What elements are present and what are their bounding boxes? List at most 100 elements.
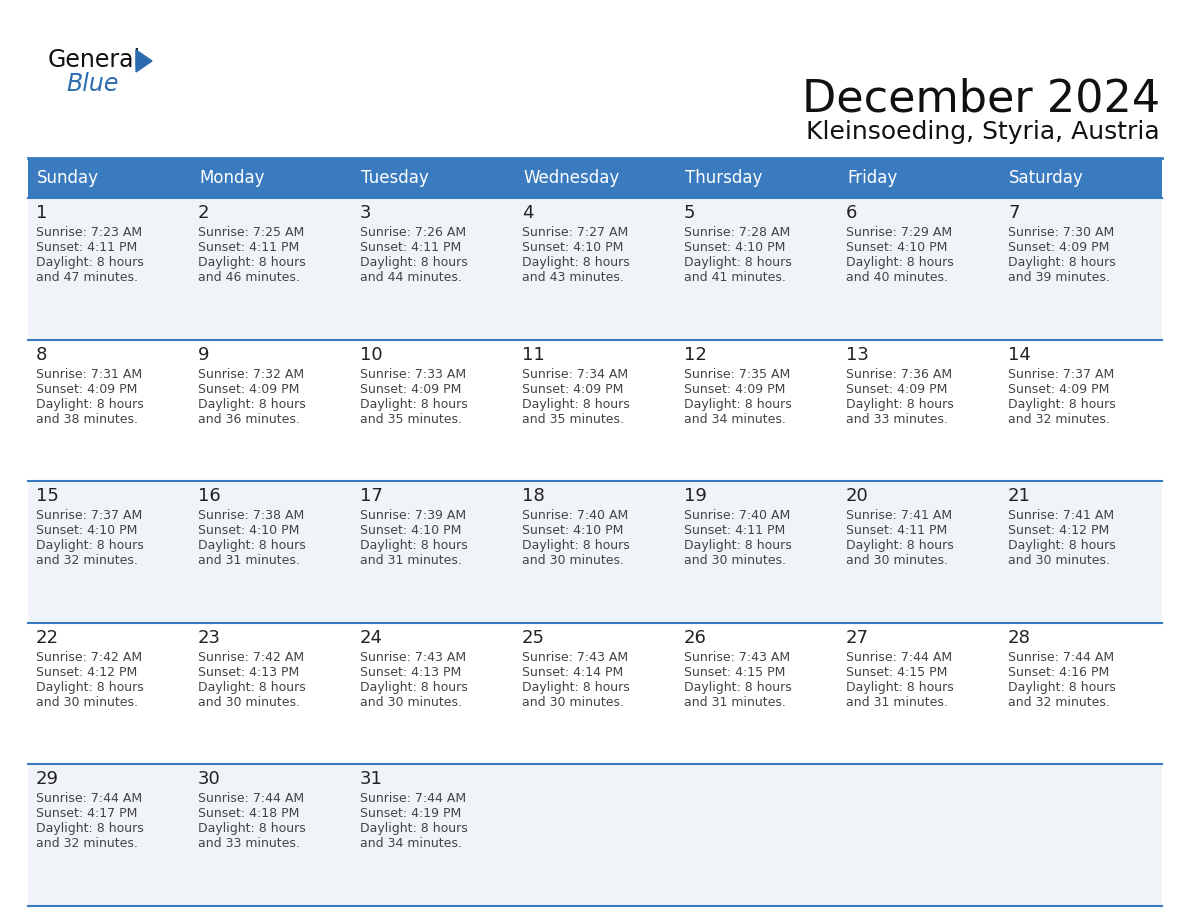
Text: and 30 minutes.: and 30 minutes. [684, 554, 786, 567]
Text: Sunrise: 7:25 AM: Sunrise: 7:25 AM [198, 226, 304, 239]
Text: Sunset: 4:10 PM: Sunset: 4:10 PM [198, 524, 299, 537]
Text: Daylight: 8 hours: Daylight: 8 hours [36, 823, 144, 835]
Text: 19: 19 [684, 487, 707, 505]
Text: Sunset: 4:13 PM: Sunset: 4:13 PM [360, 666, 461, 678]
Text: Sunset: 4:11 PM: Sunset: 4:11 PM [684, 524, 785, 537]
Text: Sunrise: 7:43 AM: Sunrise: 7:43 AM [684, 651, 790, 664]
Text: 16: 16 [198, 487, 221, 505]
Text: 10: 10 [360, 345, 383, 364]
Text: Sunrise: 7:43 AM: Sunrise: 7:43 AM [522, 651, 628, 664]
Text: 4: 4 [522, 204, 533, 222]
Text: Monday: Monday [200, 169, 265, 187]
Text: and 39 minutes.: and 39 minutes. [1007, 271, 1110, 284]
Text: Friday: Friday [847, 169, 897, 187]
Text: Sunrise: 7:44 AM: Sunrise: 7:44 AM [198, 792, 304, 805]
Text: 14: 14 [1007, 345, 1031, 364]
Text: Sunset: 4:09 PM: Sunset: 4:09 PM [1007, 383, 1110, 396]
Text: and 35 minutes.: and 35 minutes. [360, 412, 462, 426]
Text: Sunset: 4:11 PM: Sunset: 4:11 PM [36, 241, 138, 254]
Text: 3: 3 [360, 204, 372, 222]
Text: Sunset: 4:19 PM: Sunset: 4:19 PM [360, 808, 461, 821]
Text: Daylight: 8 hours: Daylight: 8 hours [684, 539, 791, 553]
Text: and 34 minutes.: and 34 minutes. [684, 412, 786, 426]
Text: Daylight: 8 hours: Daylight: 8 hours [360, 539, 468, 553]
Text: Sunset: 4:15 PM: Sunset: 4:15 PM [846, 666, 947, 678]
Text: Sunrise: 7:37 AM: Sunrise: 7:37 AM [1007, 367, 1114, 381]
Text: Sunset: 4:09 PM: Sunset: 4:09 PM [198, 383, 299, 396]
Text: Daylight: 8 hours: Daylight: 8 hours [198, 256, 305, 269]
Text: 9: 9 [198, 345, 209, 364]
Text: Daylight: 8 hours: Daylight: 8 hours [1007, 539, 1116, 553]
Text: Daylight: 8 hours: Daylight: 8 hours [684, 681, 791, 694]
Text: 5: 5 [684, 204, 695, 222]
Text: Daylight: 8 hours: Daylight: 8 hours [198, 681, 305, 694]
Text: Sunrise: 7:32 AM: Sunrise: 7:32 AM [198, 367, 304, 381]
Text: Sunset: 4:17 PM: Sunset: 4:17 PM [36, 808, 138, 821]
Text: Daylight: 8 hours: Daylight: 8 hours [684, 397, 791, 410]
Text: 28: 28 [1007, 629, 1031, 647]
Text: 20: 20 [846, 487, 868, 505]
Text: 31: 31 [360, 770, 383, 789]
Text: Sunset: 4:10 PM: Sunset: 4:10 PM [36, 524, 138, 537]
Text: Sunset: 4:12 PM: Sunset: 4:12 PM [1007, 524, 1110, 537]
Text: and 30 minutes.: and 30 minutes. [846, 554, 948, 567]
Text: Sunset: 4:09 PM: Sunset: 4:09 PM [36, 383, 138, 396]
Text: Sunset: 4:16 PM: Sunset: 4:16 PM [1007, 666, 1110, 678]
Text: and 30 minutes.: and 30 minutes. [1007, 554, 1110, 567]
Text: Sunset: 4:11 PM: Sunset: 4:11 PM [360, 241, 461, 254]
Text: 13: 13 [846, 345, 868, 364]
Text: and 30 minutes.: and 30 minutes. [360, 696, 462, 709]
Text: Sunrise: 7:28 AM: Sunrise: 7:28 AM [684, 226, 790, 239]
Text: Daylight: 8 hours: Daylight: 8 hours [36, 681, 144, 694]
Text: Daylight: 8 hours: Daylight: 8 hours [198, 823, 305, 835]
Text: Sunrise: 7:36 AM: Sunrise: 7:36 AM [846, 367, 952, 381]
Text: and 46 minutes.: and 46 minutes. [198, 271, 299, 284]
Text: 11: 11 [522, 345, 545, 364]
Text: Sunset: 4:09 PM: Sunset: 4:09 PM [684, 383, 785, 396]
Text: Sunset: 4:11 PM: Sunset: 4:11 PM [846, 524, 947, 537]
Text: Thursday: Thursday [685, 169, 763, 187]
Text: Daylight: 8 hours: Daylight: 8 hours [360, 256, 468, 269]
Text: Sunset: 4:13 PM: Sunset: 4:13 PM [198, 666, 299, 678]
Text: Sunset: 4:18 PM: Sunset: 4:18 PM [198, 808, 299, 821]
Text: Sunset: 4:14 PM: Sunset: 4:14 PM [522, 666, 624, 678]
Text: Sunrise: 7:35 AM: Sunrise: 7:35 AM [684, 367, 790, 381]
Text: Daylight: 8 hours: Daylight: 8 hours [360, 681, 468, 694]
Text: 18: 18 [522, 487, 545, 505]
Text: Sunset: 4:10 PM: Sunset: 4:10 PM [846, 241, 947, 254]
Text: Daylight: 8 hours: Daylight: 8 hours [846, 681, 954, 694]
Text: Sunset: 4:10 PM: Sunset: 4:10 PM [360, 524, 461, 537]
Text: Sunrise: 7:40 AM: Sunrise: 7:40 AM [522, 509, 628, 522]
Text: and 44 minutes.: and 44 minutes. [360, 271, 462, 284]
Text: Sunrise: 7:40 AM: Sunrise: 7:40 AM [684, 509, 790, 522]
Text: Daylight: 8 hours: Daylight: 8 hours [360, 397, 468, 410]
Text: and 47 minutes.: and 47 minutes. [36, 271, 138, 284]
Text: and 33 minutes.: and 33 minutes. [198, 837, 299, 850]
Text: Daylight: 8 hours: Daylight: 8 hours [684, 256, 791, 269]
Text: Sunrise: 7:42 AM: Sunrise: 7:42 AM [198, 651, 304, 664]
Text: Sunrise: 7:39 AM: Sunrise: 7:39 AM [360, 509, 466, 522]
Text: and 30 minutes.: and 30 minutes. [36, 696, 138, 709]
Text: Sunset: 4:09 PM: Sunset: 4:09 PM [846, 383, 947, 396]
Text: Daylight: 8 hours: Daylight: 8 hours [36, 539, 144, 553]
Text: General: General [48, 48, 141, 72]
Text: Sunrise: 7:30 AM: Sunrise: 7:30 AM [1007, 226, 1114, 239]
Text: Daylight: 8 hours: Daylight: 8 hours [36, 256, 144, 269]
Text: Sunset: 4:10 PM: Sunset: 4:10 PM [684, 241, 785, 254]
Text: Sunrise: 7:44 AM: Sunrise: 7:44 AM [846, 651, 952, 664]
Text: and 35 minutes.: and 35 minutes. [522, 412, 624, 426]
Text: Daylight: 8 hours: Daylight: 8 hours [846, 397, 954, 410]
Text: Tuesday: Tuesday [361, 169, 429, 187]
Text: Daylight: 8 hours: Daylight: 8 hours [522, 681, 630, 694]
Text: 22: 22 [36, 629, 59, 647]
Text: Sunrise: 7:26 AM: Sunrise: 7:26 AM [360, 226, 466, 239]
Text: Daylight: 8 hours: Daylight: 8 hours [522, 256, 630, 269]
Text: 30: 30 [198, 770, 221, 789]
Text: and 31 minutes.: and 31 minutes. [846, 696, 948, 709]
Text: Sunset: 4:12 PM: Sunset: 4:12 PM [36, 666, 138, 678]
Text: Daylight: 8 hours: Daylight: 8 hours [522, 539, 630, 553]
Text: Sunset: 4:09 PM: Sunset: 4:09 PM [522, 383, 624, 396]
Text: Blue: Blue [67, 72, 119, 96]
Text: Daylight: 8 hours: Daylight: 8 hours [360, 823, 468, 835]
Text: and 36 minutes.: and 36 minutes. [198, 412, 299, 426]
